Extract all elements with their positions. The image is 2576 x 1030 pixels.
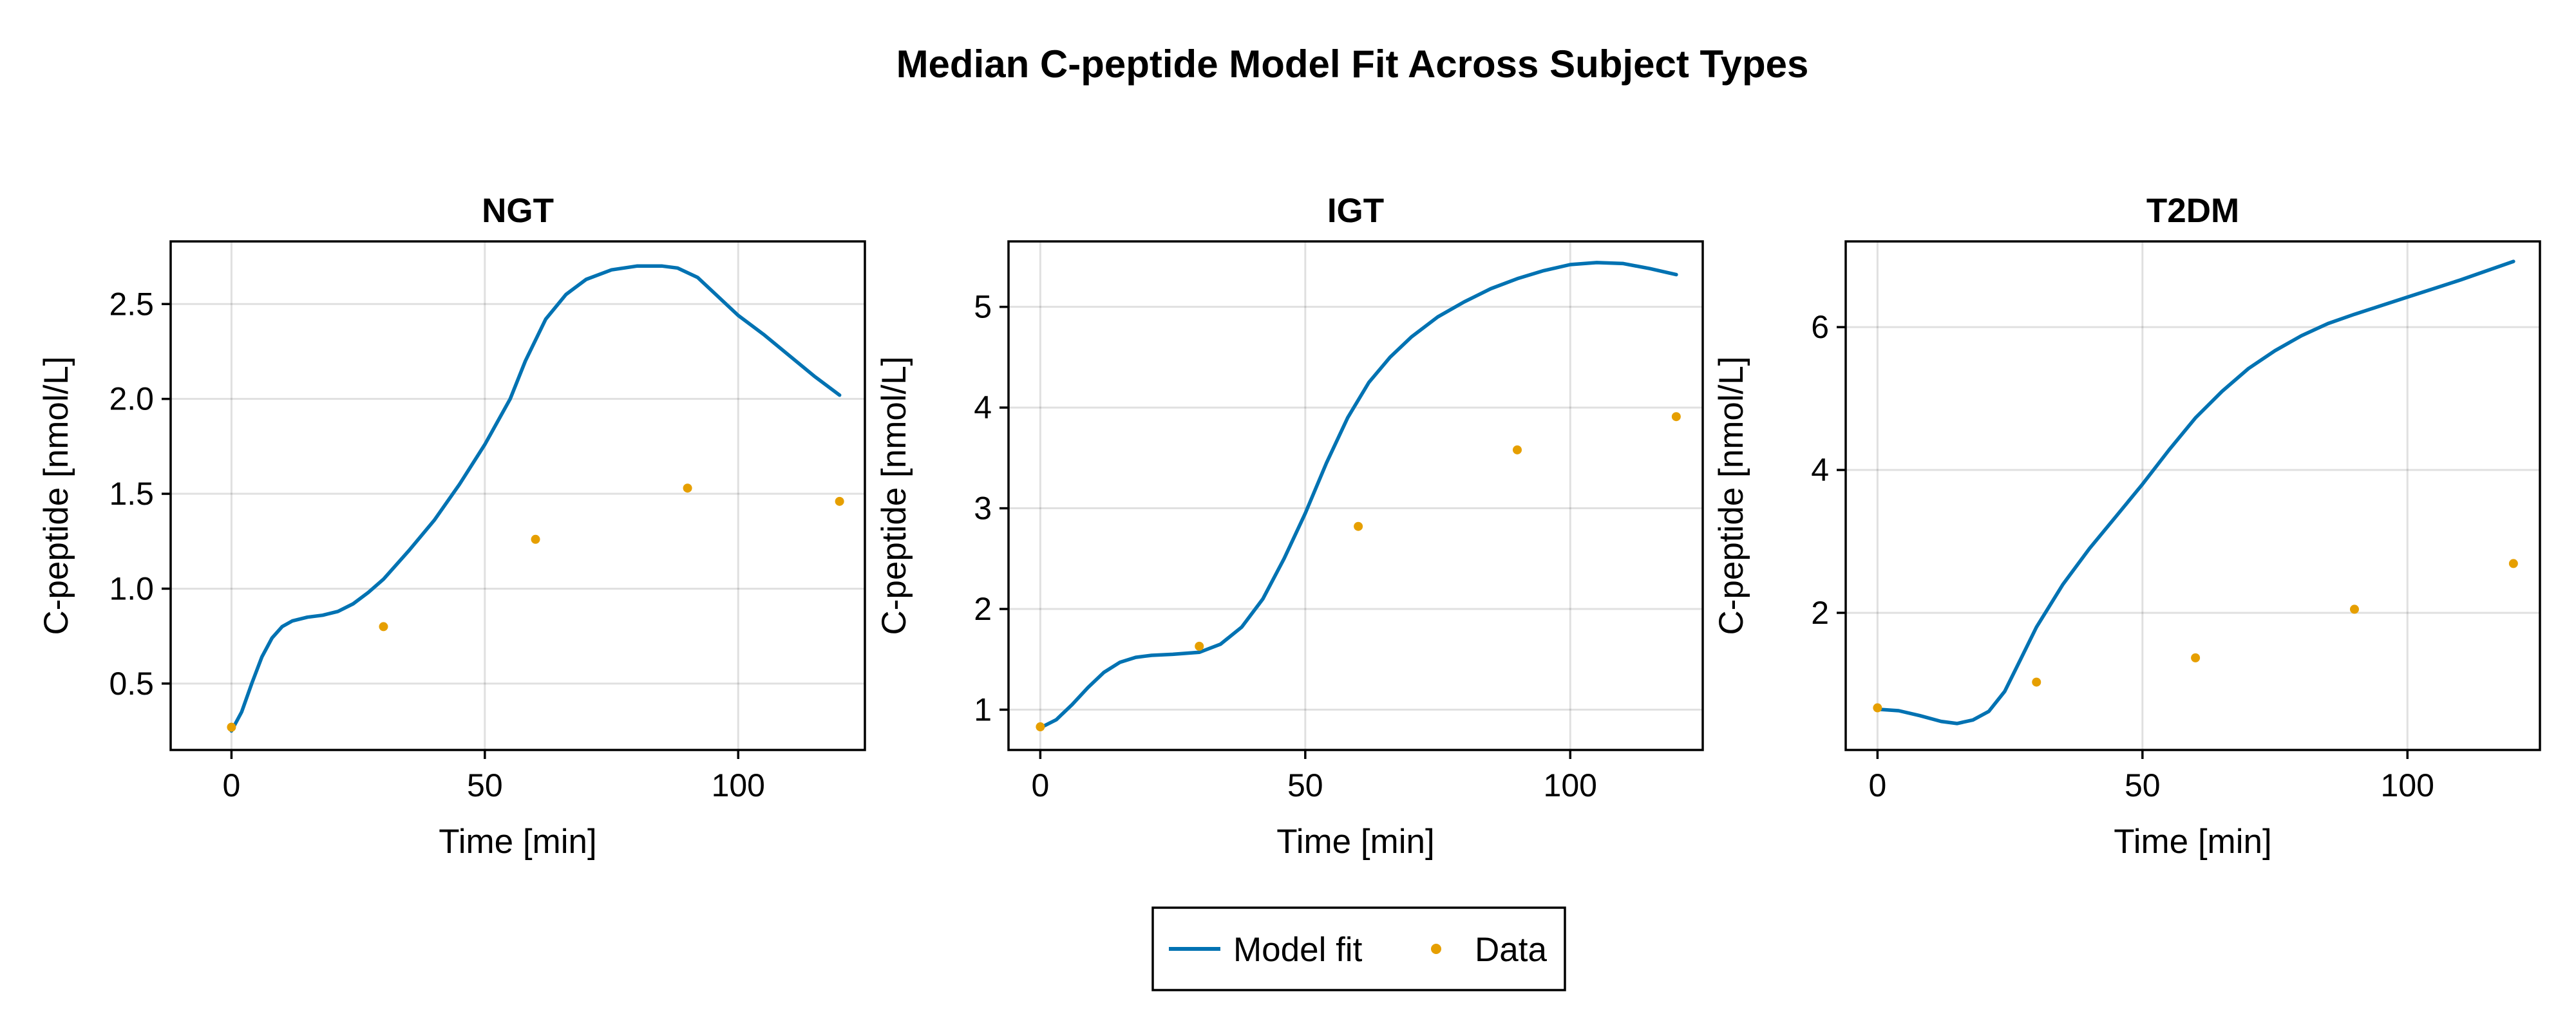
panel-title: T2DM	[2146, 192, 2239, 230]
x-tick-label: 0	[223, 767, 241, 803]
model-fit-line	[229, 264, 842, 733]
y-axis-label: C-peptide [nmol/L]	[875, 356, 913, 635]
data-point	[1354, 521, 1363, 531]
y-tick-label: 1.5	[109, 476, 154, 512]
y-axis-label: C-peptide [nmol/L]	[1712, 356, 1750, 635]
y-axis-label: C-peptide [nmol/L]	[37, 356, 75, 635]
y-tick-label: 2.5	[109, 286, 154, 322]
x-axis-label: Time [min]	[2114, 823, 2271, 861]
y-tick-label: 5	[974, 289, 992, 325]
panel-t2dm: 0 50 100 2 4 6 T2DM Time [min] C-peptide [nmol/L…	[1712, 192, 2541, 861]
panel-ngt: 0 50 100 0.5 1.0 1.5 2.0 2.5 NGT Time [min] C-pept…	[37, 192, 866, 861]
y-tick-label: 4	[974, 389, 992, 426]
y-tick-label: 1.0	[109, 570, 154, 606]
data-point	[531, 534, 540, 544]
legend-box	[1151, 906, 1566, 991]
data-point	[2508, 559, 2518, 568]
model-fit-line	[1875, 259, 2515, 726]
x-axis-label: Time [min]	[1276, 823, 1434, 861]
data-point	[2349, 604, 2359, 614]
data-point	[1671, 412, 1681, 422]
x-tick-label: 50	[467, 767, 503, 803]
data-point	[683, 483, 692, 493]
panel-series	[227, 264, 844, 733]
x-tick-label: 0	[1031, 767, 1049, 803]
y-tick-label: 4	[1811, 452, 1829, 488]
data-point	[2032, 677, 2041, 687]
data-point	[1036, 722, 1045, 732]
data-point	[835, 496, 844, 506]
x-tick-label: 100	[1544, 767, 1597, 803]
data-point	[379, 622, 388, 632]
x-tick-label: 100	[712, 767, 765, 803]
y-tick-label: 1	[974, 691, 992, 727]
panel-series	[1036, 261, 1681, 732]
y-tick-label: 3	[974, 491, 992, 527]
data-point	[227, 722, 236, 732]
y-tick-label: 2.0	[109, 381, 154, 417]
panel-frame	[169, 240, 866, 751]
legend-marker-swatch	[1431, 944, 1441, 954]
data-point	[1195, 641, 1204, 651]
x-tick-label: 50	[1287, 767, 1323, 803]
x-tick-label: 50	[2125, 767, 2161, 803]
data-point	[2191, 653, 2201, 662]
x-tick-label: 100	[2381, 767, 2434, 803]
panel-frame	[1007, 240, 1704, 751]
legend-label-data: Data	[1475, 931, 1547, 969]
y-tick-label: 2	[1811, 595, 1829, 631]
data-point	[1512, 445, 1522, 454]
chart-legend: Model fit Data	[1151, 906, 1566, 991]
panel-series	[1873, 259, 2518, 726]
panel-title: NGT	[482, 192, 554, 230]
panel-igt: 0 50 100 1 2 3 4 5 IGT Time [min] C-peptide [nmol/…	[875, 192, 1704, 861]
data-point	[1873, 703, 1882, 713]
y-tick-label: 6	[1811, 309, 1829, 345]
x-tick-label: 0	[1868, 767, 1886, 803]
panel-title: IGT	[1327, 192, 1384, 230]
x-axis-label: Time [min]	[439, 823, 596, 861]
y-tick-label: 0.5	[109, 666, 154, 702]
legend-label-model-fit: Model fit	[1233, 931, 1363, 969]
model-fit-line	[1038, 261, 1678, 730]
chart-title: Median C-peptide Model Fit Across Subjec…	[896, 42, 1809, 86]
y-tick-label: 2	[974, 591, 992, 627]
panel-frame	[1844, 240, 2541, 751]
